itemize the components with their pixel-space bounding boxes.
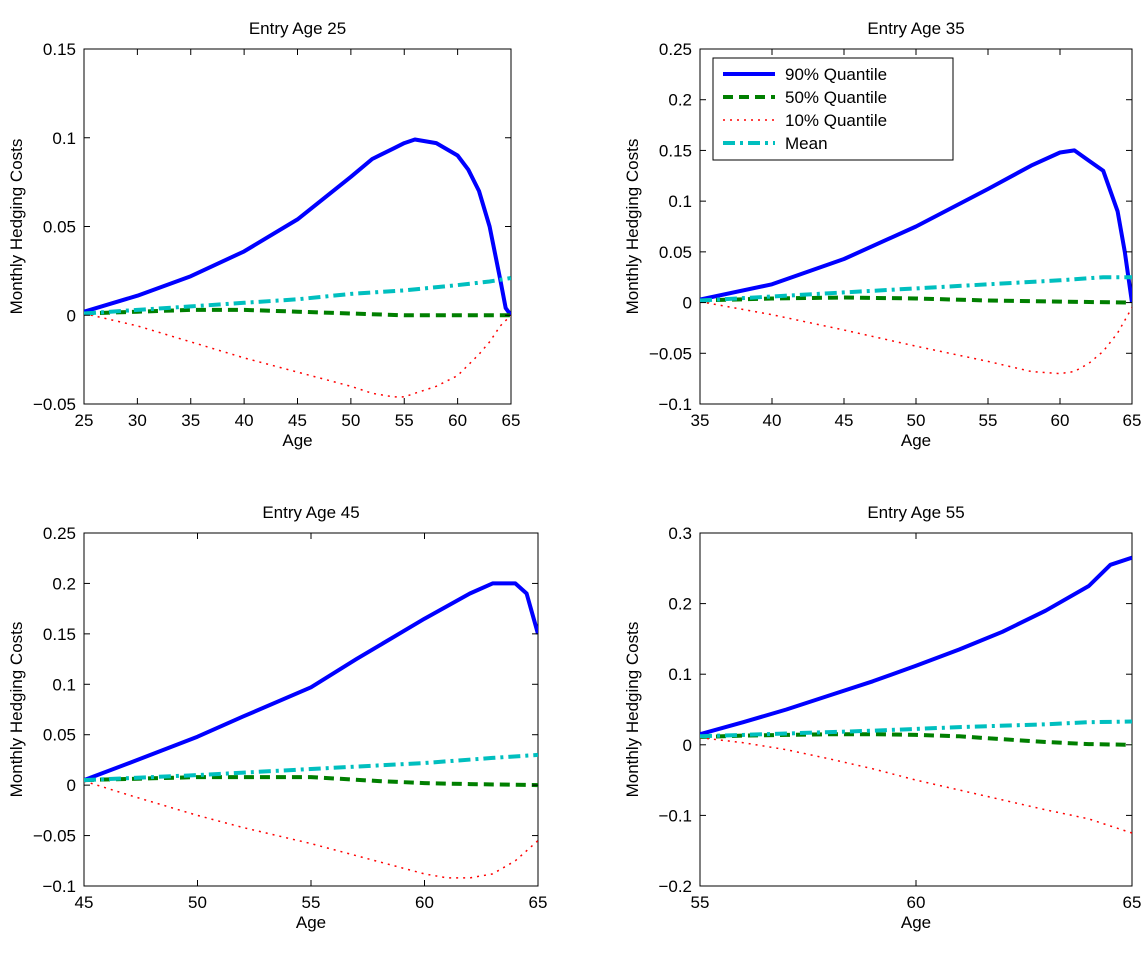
legend-label-mean: Mean: [785, 134, 828, 153]
series-line-mean: [84, 276, 511, 316]
legend-label-q90: 90% Quantile: [785, 65, 887, 84]
legend-label-q10: 10% Quantile: [785, 111, 887, 130]
plot-area-frame: [699, 532, 1133, 887]
y-tick-label: 0.05: [659, 243, 692, 262]
series-line-mean: [84, 752, 538, 783]
x-tick-label: 60: [415, 893, 434, 912]
y-axis-label: Monthly Hedging Costs: [623, 622, 642, 798]
y-tick-label: 0: [67, 306, 76, 325]
y-tick-label: 0.25: [659, 40, 692, 59]
y-axis-label: Monthly Hedging Costs: [7, 139, 26, 315]
x-axis-label: Age: [901, 431, 931, 450]
x-tick-label: 50: [188, 893, 207, 912]
y-tick-label: 0.25: [43, 524, 76, 543]
chart-title: Entry Age 45: [262, 503, 359, 522]
series-line-q90: [84, 137, 511, 317]
y-tick-label: 0.2: [52, 574, 76, 593]
y-tick-label: −0.1: [42, 877, 76, 896]
legend: 90% Quantile 50% Quantile 10% Quantile Mean: [712, 57, 954, 161]
y-tick-label: 0.1: [52, 675, 76, 694]
y-tick-label: −0.1: [658, 395, 692, 414]
x-axis-label: Age: [296, 913, 326, 932]
series-line-q50: [84, 307, 511, 318]
y-tick-label: 0.1: [668, 665, 692, 684]
y-tick-label: −0.05: [33, 395, 76, 414]
x-tick-label: 45: [288, 411, 307, 430]
y-tick-label: 0.3: [668, 524, 692, 543]
x-tick-label: 60: [907, 893, 926, 912]
y-tick-label: 0.2: [668, 595, 692, 614]
x-tick-label: 40: [763, 411, 782, 430]
chart-panel-4: 55 60 65 0.3 0.2 0.1 0 −0.1 −0.2 Entry Age 55 Age M…: [623, 503, 1141, 932]
y-tick-label: 0.05: [43, 726, 76, 745]
y-tick-label: 0.2: [668, 91, 692, 110]
y-tick-label: 0.1: [52, 129, 76, 148]
x-tick-label: 40: [235, 411, 254, 430]
series-line-q50: [700, 295, 1132, 305]
x-tick-label: 35: [181, 411, 200, 430]
series-line-q50: [84, 775, 538, 788]
y-tick-label: −0.2: [658, 877, 692, 896]
y-axis-label: Monthly Hedging Costs: [623, 139, 642, 315]
y-tick-label: 0: [683, 736, 692, 755]
x-axis-label: Age: [901, 913, 931, 932]
x-tick-label: 65: [529, 893, 548, 912]
x-tick-label: 50: [907, 411, 926, 430]
x-tick-label: 65: [1123, 893, 1142, 912]
y-tick-label: 0.15: [659, 141, 692, 160]
y-tick-label: 0: [67, 776, 76, 795]
y-tick-label: 0.15: [43, 625, 76, 644]
x-tick-label: 60: [448, 411, 467, 430]
series-line-q90: [700, 148, 1132, 303]
series-line-mean: [700, 719, 1132, 739]
series-line-q50: [700, 732, 1132, 747]
series-line-q90: [84, 581, 538, 782]
chart-title: Entry Age 35: [867, 19, 964, 38]
x-tick-label: 45: [75, 893, 94, 912]
plot-area-frame: [83, 532, 539, 887]
y-axis-label: Monthly Hedging Costs: [7, 622, 26, 798]
legend-label-q50: 50% Quantile: [785, 88, 887, 107]
series-line-q10: [84, 312, 511, 398]
y-tick-label: −0.05: [649, 344, 692, 363]
x-axis-label: Age: [282, 431, 312, 450]
x-tick-label: 55: [302, 893, 321, 912]
x-tick-label: 25: [75, 411, 94, 430]
x-tick-label: 55: [395, 411, 414, 430]
plot-area-frame: [83, 48, 512, 405]
chart-title: Entry Age 55: [867, 503, 964, 522]
x-tick-label: 45: [835, 411, 854, 430]
x-tick-label: 55: [979, 411, 998, 430]
x-tick-label: 65: [1123, 411, 1142, 430]
series-line-mean: [700, 275, 1132, 303]
y-tick-label: 0: [683, 294, 692, 313]
chart-panel-3: 45 50 55 60 65 0.25 0.2 0.15 0.1 0.05 0 −0.05 −0.1 En…: [7, 503, 547, 932]
chart-panel-2: 35 40 45 50 55 60 65 0.25 0.2 0.15 0.1 0.05 0 −0.05 −0…: [623, 19, 1141, 450]
chart-title: Entry Age 25: [249, 19, 346, 38]
series-line-q90: [700, 555, 1132, 737]
series-line-q10: [84, 780, 538, 879]
y-tick-label: −0.05: [33, 827, 76, 846]
x-tick-label: 35: [691, 411, 710, 430]
x-tick-label: 55: [691, 893, 710, 912]
x-tick-label: 30: [128, 411, 147, 430]
y-tick-label: −0.1: [658, 806, 692, 825]
series-line-q10: [700, 300, 1132, 375]
chart-panel-1: 25 30 35 40 45 50 55 60 65 0.15 0.1 0.05 0 −0.05 Entry…: [7, 19, 520, 450]
x-tick-label: 60: [1051, 411, 1070, 430]
y-tick-label: 0.15: [43, 40, 76, 59]
y-tick-label: 0.05: [43, 218, 76, 237]
y-tick-label: 0.1: [668, 192, 692, 211]
x-tick-label: 65: [502, 411, 521, 430]
series-line-q10: [700, 736, 1132, 834]
x-tick-label: 50: [341, 411, 360, 430]
